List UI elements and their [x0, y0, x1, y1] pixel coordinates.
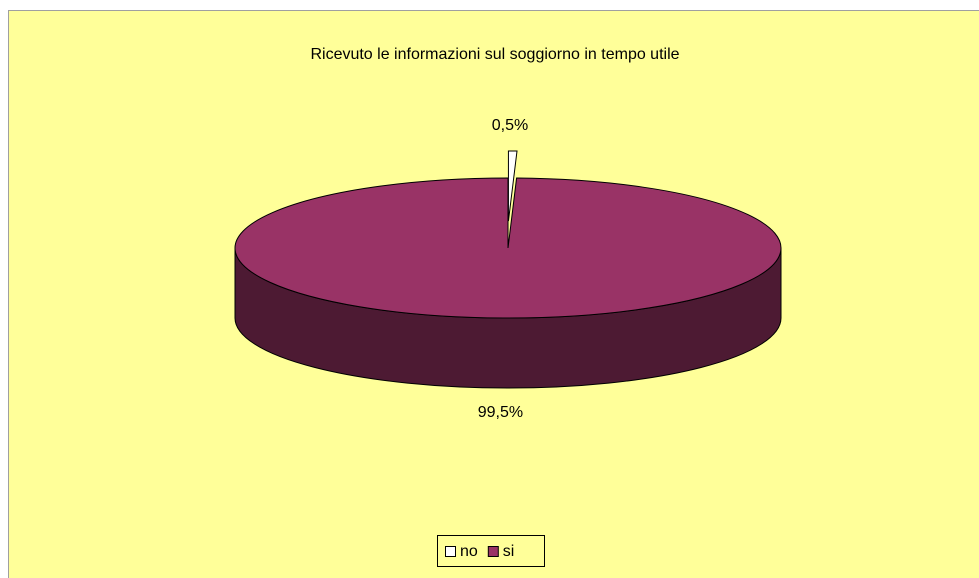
pie-slice: [234, 177, 782, 319]
legend-label: no: [460, 543, 478, 560]
legend-swatch: [487, 546, 499, 557]
legend: no si: [437, 535, 545, 567]
data-label: 99,5%: [478, 404, 523, 421]
data-label: 0,5%: [492, 117, 528, 134]
chart-title: Ricevuto le informazioni sul soggiorno i…: [310, 46, 679, 63]
pie-slice: [507, 150, 518, 222]
legend-swatch: [445, 546, 456, 557]
pie: 0,5% 99,5%: [234, 117, 782, 421]
legend-label: si: [503, 543, 515, 560]
